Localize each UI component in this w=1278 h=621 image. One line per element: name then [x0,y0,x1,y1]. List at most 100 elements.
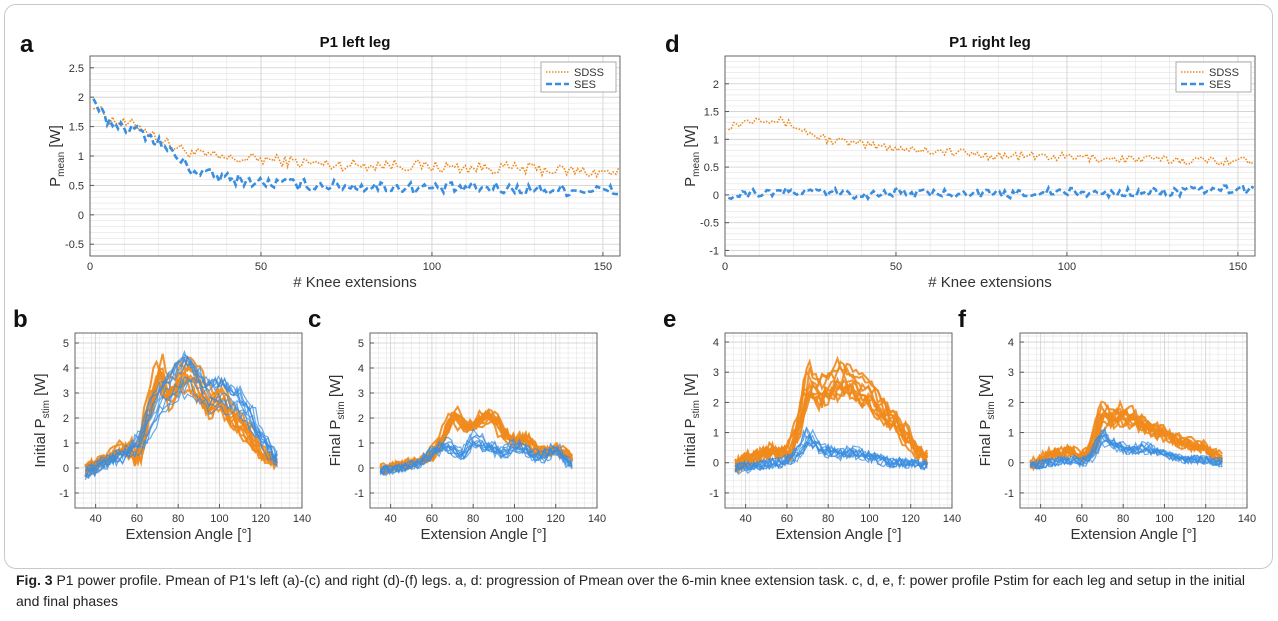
curve-ses [84,376,278,479]
legend-entry: SDSS [574,67,604,79]
panel-d: 0 50 100 150 -1 -0.5 0 0.5 1 1.5 2 # Knee extension… [665,31,1256,291]
y-tick-label: 3 [63,388,69,400]
axes-box-d [724,55,1256,257]
x-axis-label: # Knee extensions [293,274,416,291]
series-sdss-f [1029,398,1224,472]
y-tick-label: 4 [358,363,364,375]
curve-ses [84,380,278,478]
x-tick-label: 60 [1076,513,1088,525]
x-tick-label: 100 [1058,261,1076,273]
x-tick-label: 140 [1238,513,1256,525]
y-axis-label-unit: [W] [682,373,699,400]
panel-label: b [13,306,28,333]
legend-entry: SES [574,79,596,91]
x-tick-label: 100 [423,261,441,273]
chart-title: P1 left leg [320,34,391,51]
y-tick-label: 0.5 [69,180,84,192]
x-tick-label: 140 [293,513,311,525]
curve-sdss [84,358,278,471]
curve-ses [84,358,278,476]
axes-box-f [1019,332,1248,509]
y-axis-label-sub: stim [336,401,347,419]
series-ses-d [727,183,1255,202]
y-axis-label-main: P [47,177,64,187]
x-tick-label: 80 [822,513,834,525]
panel-label: d [665,31,680,58]
y-tick-label: 5 [63,338,69,350]
chart-title: P1 right leg [949,34,1031,51]
y-axis-label-sub: mean [56,152,67,177]
x-axis-label: Extension Angle [°] [125,526,251,543]
x-tick-label: 60 [781,513,793,525]
panel-label: e [663,306,676,333]
series-line-ses [92,98,619,198]
panel-e: 40 60 80 100 120 140 -1 0 1 2 3 4 Extension Angle [°… [663,306,961,543]
x-tick-label: 50 [255,261,267,273]
x-tick-label: 50 [890,261,902,273]
chart-canvas: 0 50 100 150-0.500.511.522.5# Knee extensio… [13,31,1256,543]
y-tick-label: 3 [1008,367,1014,379]
y-tick-label: 1.5 [704,107,719,119]
y-tick-label: 1 [1008,428,1014,440]
y-axis-label-unit: [W] [32,373,49,400]
y-axis-label-main: Initial P [32,418,49,467]
series-ses-b [84,349,278,481]
y-axis-label-unit: [W] [47,125,64,152]
x-tick-label: 40 [90,513,102,525]
x-tick-label: 80 [1117,513,1129,525]
y-axis-label: Pmean [W] [682,125,702,187]
x-axis-label: # Knee extensions [928,274,1051,291]
x-tick-label: 0 [87,261,93,273]
series-ses-e [734,426,928,476]
y-tick-label: -0.5 [65,239,84,251]
x-tick-label: 80 [172,513,184,525]
y-axis-label-unit: [W] [327,375,344,402]
curve-sdss [734,355,929,468]
series-ses-a [92,98,619,198]
legend-entry: SES [1209,79,1231,91]
curve-ses [84,389,278,478]
y-tick-label: 1 [78,151,84,163]
series-ses-c [379,428,573,477]
legend-entry: SDSS [1209,67,1239,79]
y-tick-label: -1 [709,245,719,257]
y-tick-label: -0.5 [700,218,719,230]
y-axis-label: Final Pstim [W] [977,375,997,467]
x-tick-label: 100 [860,513,878,525]
x-tick-label: 140 [588,513,606,525]
y-tick-label: 0.5 [704,162,719,174]
y-tick-label: 0 [713,458,719,470]
panel-label: c [308,306,321,333]
y-tick-label: 0 [1008,458,1014,470]
y-tick-label: 4 [1008,337,1014,349]
x-tick-label: 60 [131,513,143,525]
y-tick-label: 1 [713,428,719,440]
y-tick-label: -1 [1004,488,1014,500]
series-sdss-e [734,355,929,473]
y-tick-label: 2 [78,92,84,104]
y-tick-label: 3 [713,367,719,379]
x-tick-label: 150 [1229,261,1247,273]
y-tick-label: 2 [713,397,719,409]
y-tick-label: 1 [358,438,364,450]
series-line-ses [727,183,1255,202]
panel-b: 40 60 80 100 120 140 -1 0 1 2 3 4 5 Extension Angle [… [13,306,311,543]
y-tick-label: 3 [358,388,364,400]
curve-ses [84,349,278,473]
legend-box [1175,61,1252,93]
y-tick-label: 1 [63,438,69,450]
grid-a [89,55,620,257]
y-axis-label-unit: [W] [682,125,699,152]
y-tick-label: 0 [713,190,719,202]
x-tick-label: 100 [505,513,523,525]
x-tick-label: 100 [1155,513,1173,525]
grid-b [74,332,303,509]
x-tick-label: 0 [722,261,728,273]
panel-label: a [20,31,34,58]
y-axis-label-main: Final P [327,420,344,467]
y-tick-label: 0 [78,210,84,222]
y-tick-label: 5 [358,338,364,350]
